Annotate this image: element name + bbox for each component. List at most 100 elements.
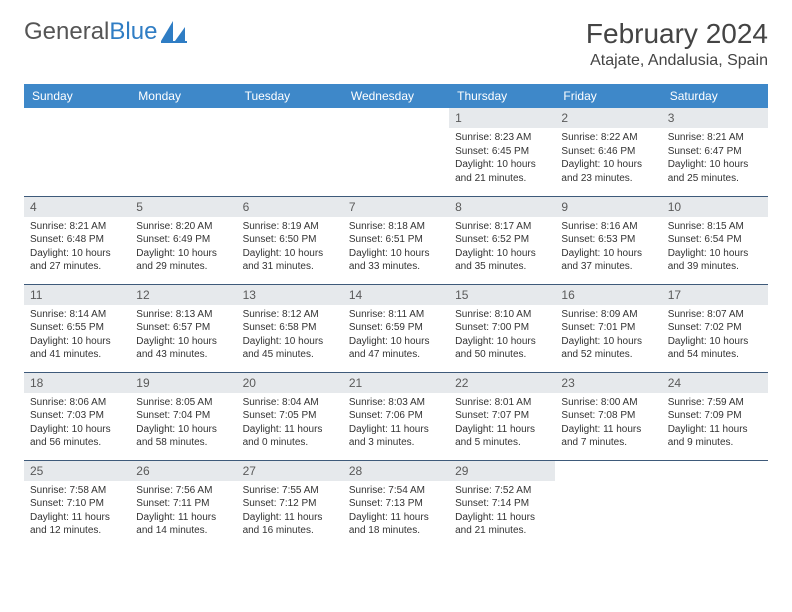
sunrise-line: Sunrise: 7:58 AM xyxy=(30,484,124,498)
day-details: Sunrise: 8:10 AMSunset: 7:00 PMDaylight:… xyxy=(449,307,555,366)
day-cell: 1Sunrise: 8:23 AMSunset: 6:45 PMDaylight… xyxy=(449,108,555,196)
day-number: 22 xyxy=(449,373,555,393)
daylight-line: Daylight: 10 hours and 27 minutes. xyxy=(30,247,124,274)
logo-text-left: General xyxy=(24,18,109,45)
sunrise-line: Sunrise: 8:00 AM xyxy=(561,396,655,410)
day-cell: 16Sunrise: 8:09 AMSunset: 7:01 PMDayligh… xyxy=(555,284,661,372)
week-row: 1Sunrise: 8:23 AMSunset: 6:45 PMDaylight… xyxy=(24,108,768,196)
day-cell: 11Sunrise: 8:14 AMSunset: 6:55 PMDayligh… xyxy=(24,284,130,372)
sunset-line: Sunset: 7:07 PM xyxy=(455,409,549,423)
daylight-line: Daylight: 10 hours and 52 minutes. xyxy=(561,335,655,362)
daylight-line: Daylight: 11 hours and 14 minutes. xyxy=(136,511,230,538)
day-number: 10 xyxy=(662,197,768,217)
day-cell: 26Sunrise: 7:56 AMSunset: 7:11 PMDayligh… xyxy=(130,460,236,548)
day-details: Sunrise: 8:14 AMSunset: 6:55 PMDaylight:… xyxy=(24,307,130,366)
calendar-body: 1Sunrise: 8:23 AMSunset: 6:45 PMDaylight… xyxy=(24,108,768,548)
day-details: Sunrise: 8:19 AMSunset: 6:50 PMDaylight:… xyxy=(237,219,343,278)
week-row: 4Sunrise: 8:21 AMSunset: 6:48 PMDaylight… xyxy=(24,196,768,284)
title-block: February 2024 Atajate, Andalusia, Spain xyxy=(586,18,768,70)
sunrise-line: Sunrise: 8:21 AM xyxy=(30,220,124,234)
day-details: Sunrise: 8:21 AMSunset: 6:48 PMDaylight:… xyxy=(24,219,130,278)
sunrise-line: Sunrise: 8:21 AM xyxy=(668,131,762,145)
day-number: 17 xyxy=(662,285,768,305)
day-details: Sunrise: 8:22 AMSunset: 6:46 PMDaylight:… xyxy=(555,130,661,189)
day-details: Sunrise: 8:03 AMSunset: 7:06 PMDaylight:… xyxy=(343,395,449,454)
sunrise-line: Sunrise: 8:18 AM xyxy=(349,220,443,234)
day-number: 13 xyxy=(237,285,343,305)
day-number: 24 xyxy=(662,373,768,393)
sunrise-line: Sunrise: 7:52 AM xyxy=(455,484,549,498)
empty-cell xyxy=(662,460,768,548)
sunset-line: Sunset: 7:10 PM xyxy=(30,497,124,511)
day-number: 15 xyxy=(449,285,555,305)
daylight-line: Daylight: 10 hours and 41 minutes. xyxy=(30,335,124,362)
day-cell: 9Sunrise: 8:16 AMSunset: 6:53 PMDaylight… xyxy=(555,196,661,284)
week-row: 18Sunrise: 8:06 AMSunset: 7:03 PMDayligh… xyxy=(24,372,768,460)
day-number: 25 xyxy=(24,461,130,481)
daylight-line: Daylight: 10 hours and 50 minutes. xyxy=(455,335,549,362)
sunrise-line: Sunrise: 7:54 AM xyxy=(349,484,443,498)
day-cell: 10Sunrise: 8:15 AMSunset: 6:54 PMDayligh… xyxy=(662,196,768,284)
day-number: 14 xyxy=(343,285,449,305)
daylight-line: Daylight: 11 hours and 12 minutes. xyxy=(30,511,124,538)
day-number: 26 xyxy=(130,461,236,481)
sunset-line: Sunset: 6:47 PM xyxy=(668,145,762,159)
day-details: Sunrise: 8:00 AMSunset: 7:08 PMDaylight:… xyxy=(555,395,661,454)
day-details: Sunrise: 8:09 AMSunset: 7:01 PMDaylight:… xyxy=(555,307,661,366)
sunset-line: Sunset: 6:49 PM xyxy=(136,233,230,247)
day-number: 7 xyxy=(343,197,449,217)
header: GeneralBlue February 2024 Atajate, Andal… xyxy=(24,18,768,70)
sunset-line: Sunset: 6:58 PM xyxy=(243,321,337,335)
day-cell: 18Sunrise: 8:06 AMSunset: 7:03 PMDayligh… xyxy=(24,372,130,460)
daylight-line: Daylight: 10 hours and 35 minutes. xyxy=(455,247,549,274)
sunrise-line: Sunrise: 7:55 AM xyxy=(243,484,337,498)
sunset-line: Sunset: 6:55 PM xyxy=(30,321,124,335)
day-header: Sunday xyxy=(24,84,130,108)
daylight-line: Daylight: 10 hours and 54 minutes. xyxy=(668,335,762,362)
daylight-line: Daylight: 10 hours and 45 minutes. xyxy=(243,335,337,362)
daylight-line: Daylight: 10 hours and 56 minutes. xyxy=(30,423,124,450)
sunrise-line: Sunrise: 8:22 AM xyxy=(561,131,655,145)
sunset-line: Sunset: 6:45 PM xyxy=(455,145,549,159)
daylight-line: Daylight: 10 hours and 37 minutes. xyxy=(561,247,655,274)
empty-cell xyxy=(24,108,130,196)
logo-text-right: Blue xyxy=(109,18,157,45)
daylight-line: Daylight: 10 hours and 43 minutes. xyxy=(136,335,230,362)
day-details: Sunrise: 8:06 AMSunset: 7:03 PMDaylight:… xyxy=(24,395,130,454)
location: Atajate, Andalusia, Spain xyxy=(586,52,768,70)
day-details: Sunrise: 7:55 AMSunset: 7:12 PMDaylight:… xyxy=(237,483,343,542)
day-number: 11 xyxy=(24,285,130,305)
sunrise-line: Sunrise: 8:03 AM xyxy=(349,396,443,410)
sunrise-line: Sunrise: 7:56 AM xyxy=(136,484,230,498)
sunset-line: Sunset: 6:50 PM xyxy=(243,233,337,247)
sunrise-line: Sunrise: 8:23 AM xyxy=(455,131,549,145)
day-header: Wednesday xyxy=(343,84,449,108)
sunrise-line: Sunrise: 8:01 AM xyxy=(455,396,549,410)
sunset-line: Sunset: 7:03 PM xyxy=(30,409,124,423)
day-details: Sunrise: 7:59 AMSunset: 7:09 PMDaylight:… xyxy=(662,395,768,454)
sunset-line: Sunset: 6:57 PM xyxy=(136,321,230,335)
sunset-line: Sunset: 6:54 PM xyxy=(668,233,762,247)
day-details: Sunrise: 8:07 AMSunset: 7:02 PMDaylight:… xyxy=(662,307,768,366)
day-header-row: SundayMondayTuesdayWednesdayThursdayFrid… xyxy=(24,84,768,108)
day-header: Saturday xyxy=(662,84,768,108)
sunrise-line: Sunrise: 8:19 AM xyxy=(243,220,337,234)
sunset-line: Sunset: 6:51 PM xyxy=(349,233,443,247)
day-cell: 19Sunrise: 8:05 AMSunset: 7:04 PMDayligh… xyxy=(130,372,236,460)
empty-cell xyxy=(237,108,343,196)
day-details: Sunrise: 8:12 AMSunset: 6:58 PMDaylight:… xyxy=(237,307,343,366)
daylight-line: Daylight: 10 hours and 25 minutes. xyxy=(668,158,762,185)
day-details: Sunrise: 8:15 AMSunset: 6:54 PMDaylight:… xyxy=(662,219,768,278)
day-cell: 23Sunrise: 8:00 AMSunset: 7:08 PMDayligh… xyxy=(555,372,661,460)
sunset-line: Sunset: 7:05 PM xyxy=(243,409,337,423)
day-cell: 14Sunrise: 8:11 AMSunset: 6:59 PMDayligh… xyxy=(343,284,449,372)
day-number: 27 xyxy=(237,461,343,481)
sunset-line: Sunset: 7:01 PM xyxy=(561,321,655,335)
day-cell: 3Sunrise: 8:21 AMSunset: 6:47 PMDaylight… xyxy=(662,108,768,196)
empty-cell xyxy=(343,108,449,196)
day-details: Sunrise: 8:16 AMSunset: 6:53 PMDaylight:… xyxy=(555,219,661,278)
sunrise-line: Sunrise: 8:09 AM xyxy=(561,308,655,322)
sunrise-line: Sunrise: 8:05 AM xyxy=(136,396,230,410)
empty-cell xyxy=(555,460,661,548)
day-number: 4 xyxy=(24,197,130,217)
